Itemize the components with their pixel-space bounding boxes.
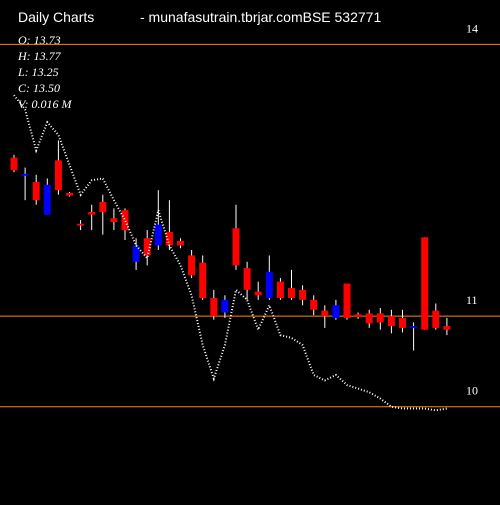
ohlc-info: V: 0.016 M	[18, 97, 73, 111]
candle-body	[410, 326, 418, 328]
candle-body	[310, 299, 318, 310]
candle-body	[110, 218, 118, 222]
candle-body	[66, 192, 73, 196]
candle-body	[421, 237, 429, 330]
candle-body	[354, 314, 362, 318]
candle-body	[132, 245, 140, 262]
moving-average-line	[13, 94, 448, 412]
candle-body	[299, 289, 307, 300]
candle-body	[365, 313, 373, 324]
candle-body	[54, 160, 62, 191]
y-tick-label: 14	[466, 21, 478, 35]
ohlc-info: O: 13.73	[18, 33, 61, 47]
chart-subtitle: - munafasutrain.tbrjar.comBSE 532771	[140, 9, 381, 25]
candle-body	[143, 238, 151, 256]
candle-body	[32, 182, 40, 201]
candle-body	[432, 310, 440, 328]
candle-body	[221, 299, 229, 313]
candle-body	[77, 223, 85, 226]
candle-body	[99, 201, 107, 212]
candle-body	[443, 326, 451, 330]
candle-body	[232, 228, 240, 266]
candle-body	[154, 224, 162, 246]
candle-body	[199, 262, 207, 299]
candle-body	[376, 313, 384, 323]
ohlc-info: H: 13.77	[17, 49, 62, 63]
candle-body	[276, 281, 284, 299]
candle-body	[165, 231, 173, 246]
candle-body	[43, 184, 51, 215]
candle-body	[188, 255, 196, 276]
y-tick-label: 10	[466, 384, 478, 398]
candle-body	[343, 283, 351, 318]
candle-body	[177, 240, 184, 246]
ohlc-info: C: 13.50	[18, 81, 60, 95]
candle-body	[21, 173, 29, 176]
candle-body	[399, 317, 406, 328]
candle-body	[88, 211, 96, 215]
y-tick-label: 11	[466, 293, 478, 307]
ohlc-info: L: 13.25	[17, 65, 59, 79]
candle-body	[243, 268, 251, 290]
candle-body	[321, 310, 329, 317]
chart-title: Daily Charts	[18, 9, 94, 25]
candle-body	[387, 316, 395, 327]
candle-body	[332, 305, 340, 318]
candle-body	[254, 291, 262, 296]
candle-body	[265, 271, 273, 299]
candle-body	[210, 298, 218, 317]
candle-body	[10, 157, 18, 171]
candle-body	[121, 210, 129, 231]
candle-body	[288, 288, 295, 299]
